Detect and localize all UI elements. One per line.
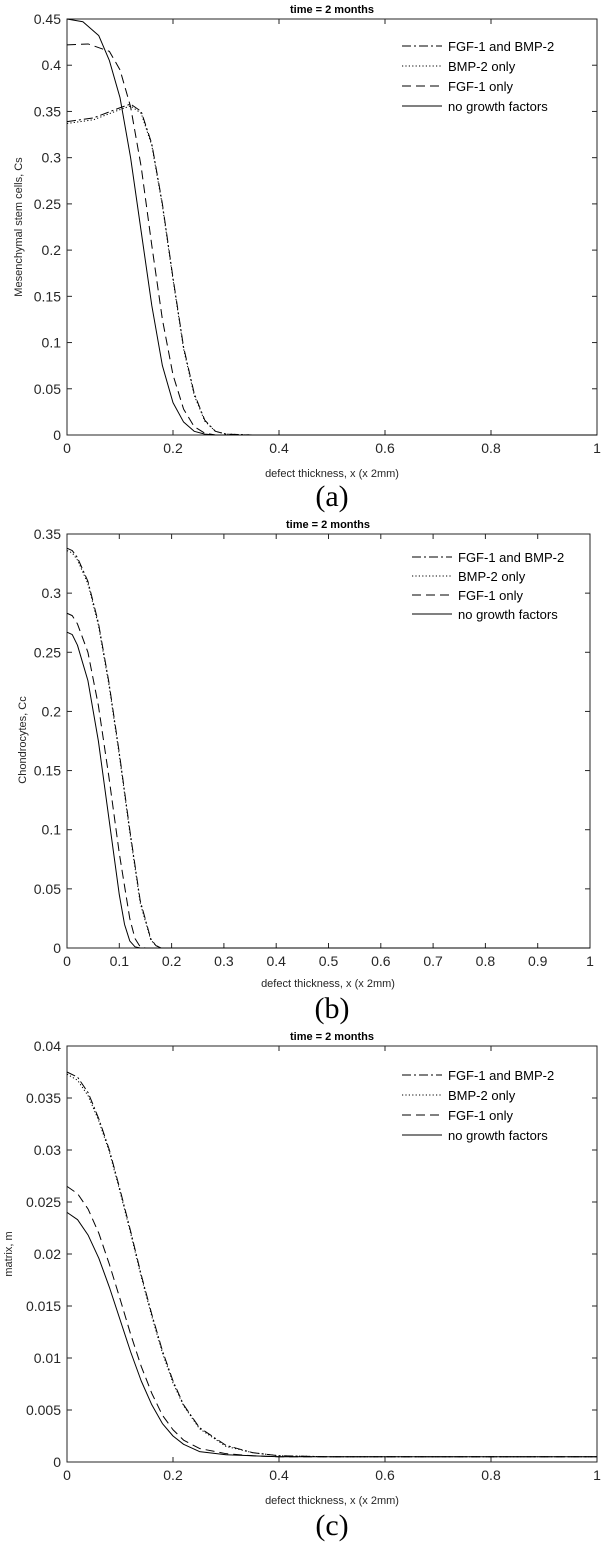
y-tick-label: 0.035 — [26, 1090, 61, 1106]
chart-title: time = 2 months — [290, 4, 374, 16]
legend-label: FGF-1 and BMP-2 — [458, 550, 564, 565]
series-line-no-growth-factors — [66, 1211, 597, 1458]
y-tick-label: 0.15 — [34, 288, 61, 304]
legend-label: FGF-1 only — [448, 79, 514, 94]
x-tick-label: 0.6 — [371, 953, 391, 969]
series-line-fgf-1-only — [66, 1185, 597, 1458]
x-tick-label: 0.9 — [528, 953, 548, 969]
x-axis-label: defect thickness, x (x 2mm) — [265, 468, 399, 480]
legend-label: BMP-2 only — [448, 1088, 516, 1103]
y-tick-label: 0.05 — [34, 381, 61, 397]
x-tick-label: 0.6 — [375, 440, 395, 456]
series-line-fgf-1-and-bmp-2 — [66, 547, 590, 949]
y-tick-label: 0.35 — [34, 526, 61, 542]
legend-label: FGF-1 only — [458, 588, 524, 603]
y-tick-label: 0.01 — [34, 1350, 61, 1366]
x-tick-label: 0.4 — [269, 1467, 289, 1483]
y-tick-label: 0.25 — [34, 196, 61, 212]
x-tick-label: 1 — [593, 1467, 601, 1483]
x-tick-label: 0.4 — [269, 440, 289, 456]
series-line-fgf-1-and-bmp-2 — [66, 1071, 597, 1458]
chart-title: time = 2 months — [290, 1031, 374, 1043]
y-tick-label: 0.04 — [34, 1038, 61, 1054]
x-tick-label: 0.2 — [162, 953, 182, 969]
y-tick-label: 0.3 — [42, 150, 62, 166]
chart-c: time = 2 months defect thickness, x (x 2… — [3, 1031, 601, 1542]
plot-area-frame — [66, 18, 598, 436]
y-axis-label: Chondrocytes, Cc — [17, 696, 29, 784]
y-tick-label: 0.015 — [26, 1298, 61, 1314]
panel-label: (a) — [315, 480, 348, 513]
x-tick-label: 0.3 — [214, 953, 234, 969]
y-tick-label: 0.2 — [42, 703, 62, 719]
legend-label: BMP-2 only — [458, 569, 526, 584]
legend-label: no growth factors — [448, 1128, 548, 1143]
x-tick-label: 1 — [593, 440, 601, 456]
plot-area-frame — [66, 1045, 598, 1463]
y-tick-label: 0.1 — [42, 335, 62, 351]
y-tick-label: 0.25 — [34, 644, 61, 660]
x-tick-label: 0.6 — [375, 1467, 395, 1483]
y-tick-label: 0.03 — [34, 1142, 61, 1158]
x-tick-label: 0 — [63, 953, 71, 969]
y-tick-label: 0.3 — [42, 585, 62, 601]
x-tick-label: 0.8 — [476, 953, 496, 969]
x-tick-label: 0 — [63, 1467, 71, 1483]
x-tick-label: 0.5 — [319, 953, 339, 969]
legend-label: no growth factors — [458, 607, 558, 622]
x-tick-label: 0.8 — [481, 1467, 501, 1483]
x-tick-label: 0.2 — [163, 440, 183, 456]
y-tick-label: 0.45 — [34, 11, 61, 27]
x-tick-label: 0.2 — [163, 1467, 183, 1483]
panel-label: (b) — [315, 992, 350, 1025]
y-tick-label: 0.025 — [26, 1194, 61, 1210]
chart-a: time = 2 months defect thickness, x (x 2… — [13, 4, 601, 513]
chart-b: time = 2 months defect thickness, x (x 2… — [17, 519, 594, 1025]
y-tick-label: 0.15 — [34, 763, 61, 779]
x-tick-label: 1 — [586, 953, 594, 969]
y-tick-label: 0 — [53, 940, 61, 956]
x-tick-label: 0 — [63, 440, 71, 456]
series-line-bmp-2-only — [66, 1073, 597, 1458]
y-tick-label: 0.2 — [42, 242, 62, 258]
chart-title: time = 2 months — [286, 519, 370, 531]
x-tick-label: 0.8 — [481, 440, 501, 456]
x-tick-label: 0.4 — [266, 953, 286, 969]
series-line-bmp-2-only — [66, 105, 597, 436]
x-tick-label: 0.7 — [423, 953, 443, 969]
legend-label: no growth factors — [448, 99, 548, 114]
y-tick-label: 0 — [53, 1454, 61, 1470]
y-tick-label: 0.05 — [34, 881, 61, 897]
x-axis-label: defect thickness, x (x 2mm) — [261, 978, 395, 990]
x-tick-label: 0.1 — [110, 953, 130, 969]
legend-label: BMP-2 only — [448, 59, 516, 74]
series-line-no-growth-factors — [66, 18, 597, 436]
y-tick-label: 0.1 — [42, 822, 62, 838]
series-line-fgf-1-only — [66, 612, 590, 949]
panel-label: (c) — [315, 1509, 348, 1542]
legend-label: FGF-1 only — [448, 1108, 514, 1123]
series-line-no-growth-factors — [66, 631, 590, 949]
y-tick-label: 0.4 — [42, 57, 62, 73]
y-axis-label: matrix, m — [3, 1231, 15, 1276]
y-tick-label: 0.35 — [34, 103, 61, 119]
y-tick-label: 0 — [53, 427, 61, 443]
y-tick-label: 0.02 — [34, 1246, 61, 1262]
y-axis-label: Mesenchymal stem cells, Cs — [13, 157, 25, 297]
legend-label: FGF-1 and BMP-2 — [448, 39, 554, 54]
legend-label: FGF-1 and BMP-2 — [448, 1068, 554, 1083]
x-axis-label: defect thickness, x (x 2mm) — [265, 1495, 399, 1507]
y-tick-label: 0.005 — [26, 1402, 61, 1418]
series-line-fgf-1-and-bmp-2 — [66, 103, 597, 436]
